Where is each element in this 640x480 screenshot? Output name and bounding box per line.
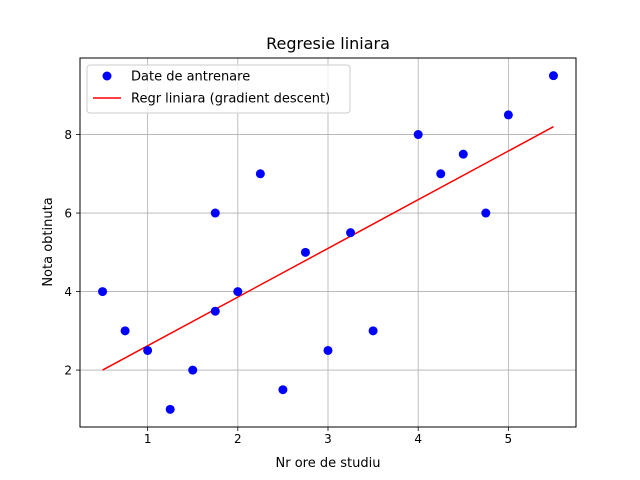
data-point (98, 287, 108, 297)
legend: Date de antrenare Regr liniara (gradient… (86, 64, 351, 114)
data-point (255, 169, 265, 179)
grid (80, 58, 576, 427)
data-point (368, 326, 378, 336)
y-tick-label: 8 (64, 128, 72, 142)
data-point (210, 208, 220, 218)
x-tick-label: 5 (505, 432, 513, 446)
data-point (481, 208, 491, 218)
x-tick-label: 3 (324, 432, 332, 446)
data-point (346, 228, 356, 238)
y-tick-label: 6 (64, 207, 72, 221)
x-tick-label: 1 (144, 432, 152, 446)
y-tick-label: 4 (64, 285, 72, 299)
x-axis-label: Nr ore de studiu (276, 456, 381, 471)
y-tick-label: 2 (64, 364, 72, 378)
data-point (436, 169, 446, 179)
data-point (120, 326, 130, 336)
data-point (323, 345, 333, 355)
axis-ticks: 1 2 3 4 5 2 4 6 8 (64, 128, 512, 446)
data-point (188, 365, 198, 375)
data-point (233, 287, 243, 297)
regression-line (102, 126, 554, 371)
series-layer (98, 71, 558, 414)
data-point (165, 404, 175, 414)
x-tick-label: 2 (234, 432, 242, 446)
x-tick-label: 4 (414, 432, 422, 446)
legend-marker-date-de-antrenare (102, 71, 112, 81)
data-point (503, 110, 513, 120)
data-point (413, 130, 423, 140)
y-axis-label: Nota obtinuta (41, 197, 56, 286)
legend-box (86, 64, 351, 114)
data-point (548, 71, 558, 81)
data-point (210, 306, 220, 316)
data-point (278, 385, 288, 395)
legend-label-date-de-antrenare: Date de antrenare (131, 70, 250, 85)
data-point (458, 149, 468, 159)
legend-label-regression: Regr liniara (gradient descent) (131, 92, 330, 107)
data-point (300, 247, 310, 257)
data-point (143, 345, 153, 355)
chart-title: Regresie liniara (266, 34, 390, 53)
